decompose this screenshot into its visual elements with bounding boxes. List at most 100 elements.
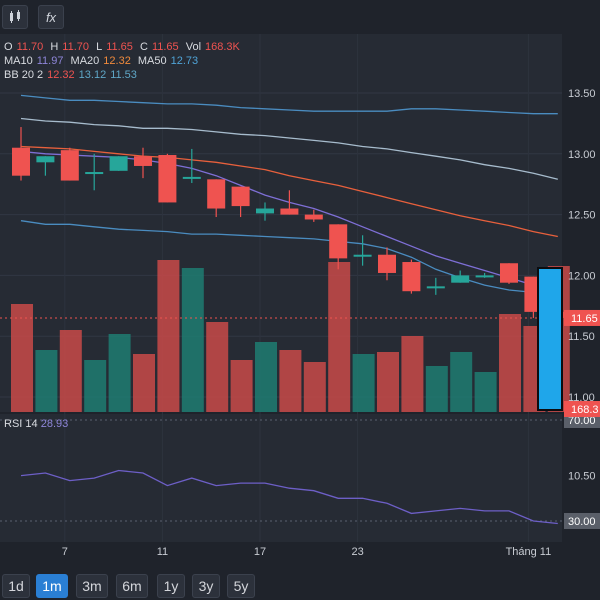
current-volume-bar bbox=[537, 267, 563, 411]
x-tick-label: 23 bbox=[351, 546, 363, 558]
volume-bar bbox=[450, 352, 473, 412]
volume-bar bbox=[352, 354, 375, 412]
range-button-3m[interactable]: 3m bbox=[76, 574, 108, 598]
range-button-6m[interactable]: 6m bbox=[116, 574, 148, 598]
candle-body bbox=[158, 155, 177, 203]
candle-body bbox=[500, 263, 518, 283]
last-volume-label: 168.3 bbox=[571, 404, 599, 416]
volume-bar bbox=[499, 314, 521, 412]
range-button-5y[interactable]: 5y bbox=[227, 574, 255, 598]
bb-legend: BB 20 2 12.32 13.12 11.53 bbox=[4, 68, 141, 82]
range-button-1d[interactable]: 1d bbox=[2, 574, 30, 598]
close-label: C bbox=[139, 41, 148, 53]
high-value: 11.70 bbox=[62, 41, 90, 53]
price-chart[interactable]: 70.00 10.50 30.00 13.50 13.00 12.50 12.00 11.5… bbox=[0, 0, 600, 570]
candle-body bbox=[207, 179, 226, 209]
volume-bar bbox=[279, 350, 302, 412]
candle-body bbox=[353, 254, 372, 257]
candle-body bbox=[451, 275, 470, 283]
range-label: 3y bbox=[198, 578, 214, 594]
rsi-tick-badge bbox=[564, 513, 600, 529]
ma10-label: MA10 bbox=[4, 55, 33, 67]
candlestick-icon[interactable] bbox=[2, 5, 28, 29]
y-tick-label: 11.50 bbox=[568, 331, 595, 343]
rsi-label: RSI 14 bbox=[4, 418, 38, 430]
range-label: 1d bbox=[8, 578, 24, 594]
volume-bar bbox=[303, 362, 326, 412]
y-tick-label: 12.00 bbox=[568, 270, 596, 282]
ma20-label: MA20 bbox=[70, 55, 100, 67]
price-panel-bg bbox=[0, 34, 562, 412]
candle-body bbox=[85, 172, 104, 175]
last-price-badge bbox=[564, 309, 600, 326]
candle-body bbox=[182, 176, 201, 179]
volume-bar bbox=[401, 336, 424, 412]
x-tick-label: 11 bbox=[157, 546, 168, 558]
open-label: O bbox=[4, 41, 13, 53]
candle-body bbox=[304, 214, 323, 220]
close-value: 11.65 bbox=[151, 41, 179, 53]
low-label: L bbox=[96, 41, 103, 53]
y-tick-label: 13.50 bbox=[568, 88, 596, 100]
rsi-value: 28.93 bbox=[40, 418, 69, 430]
candle-body bbox=[12, 147, 30, 176]
volume-bar bbox=[206, 322, 229, 412]
range-label: 1m bbox=[42, 578, 62, 594]
volume-bar bbox=[425, 366, 448, 412]
volume-bar bbox=[230, 360, 253, 412]
open-value: 11.70 bbox=[16, 41, 44, 53]
ma50-line bbox=[20, 117, 558, 180]
ma10-value: 11.97 bbox=[36, 55, 64, 67]
last-volume-badge bbox=[564, 401, 600, 417]
candle-body bbox=[256, 208, 274, 214]
y-tick-label: 12.50 bbox=[568, 210, 596, 222]
volume-bar bbox=[35, 350, 58, 412]
volume-bar bbox=[108, 334, 131, 412]
range-label: 6m bbox=[122, 578, 142, 594]
candle-body bbox=[36, 156, 55, 163]
volume-bar bbox=[377, 352, 399, 412]
candle-body bbox=[426, 286, 445, 289]
candle-body bbox=[231, 186, 250, 207]
bb-label: BB 20 2 bbox=[4, 69, 44, 81]
bb-lower-value: 11.53 bbox=[110, 69, 137, 81]
range-label: 5y bbox=[233, 578, 249, 594]
rsi-legend: RSI 14 28.93 bbox=[4, 418, 68, 430]
range-button-3y[interactable]: 3y bbox=[192, 574, 220, 598]
candle-body bbox=[109, 156, 128, 171]
bb-middle-value: 13.12 bbox=[78, 69, 107, 81]
high-label: H bbox=[50, 41, 59, 53]
indicator-label: fx bbox=[45, 9, 57, 25]
ma50-value: 12.73 bbox=[170, 55, 199, 67]
candle-body bbox=[475, 275, 494, 278]
volume-bar bbox=[474, 372, 497, 412]
rsi-tick-label: 70.00 bbox=[568, 415, 596, 427]
y-tick-label: 13.00 bbox=[568, 149, 596, 161]
bb-upper-value: 12.32 bbox=[47, 69, 75, 81]
candle-body bbox=[134, 156, 152, 166]
ma20-value: 12.32 bbox=[103, 55, 131, 67]
rsi-tick-label: 10.50 bbox=[568, 471, 596, 483]
candle-body bbox=[329, 224, 348, 259]
rsi-line bbox=[20, 469, 558, 525]
ma-legend: MA10 11.97 MA20 12.32 MA50 12.73 bbox=[4, 54, 202, 68]
volume-label: Vol bbox=[185, 41, 202, 53]
function-fx-icon[interactable]: fx bbox=[38, 5, 64, 29]
range-button-1y[interactable]: 1y bbox=[157, 574, 185, 598]
ohlc-legend: O 11.70 H 11.70 L 11.65 C 11.65 Vol 168.3K bbox=[4, 40, 244, 54]
volume-bar bbox=[84, 360, 107, 412]
last-price-label: 11.65 bbox=[571, 313, 598, 325]
ma50-label: MA50 bbox=[137, 55, 167, 67]
volume-bar bbox=[11, 304, 33, 412]
volume-bar bbox=[59, 330, 82, 412]
x-tick-label: Tháng 11 bbox=[506, 546, 552, 558]
candle-body bbox=[280, 208, 299, 215]
x-tick-label: 7 bbox=[62, 546, 68, 558]
low-value: 11.65 bbox=[106, 41, 133, 53]
candle-body bbox=[378, 254, 396, 273]
volume-bar bbox=[328, 262, 351, 412]
top-toolbar: fx bbox=[0, 0, 600, 34]
range-button-1m[interactable]: 1m bbox=[36, 574, 68, 598]
rsi-tick-label: 30.00 bbox=[568, 516, 596, 528]
volume-bar bbox=[133, 354, 155, 412]
